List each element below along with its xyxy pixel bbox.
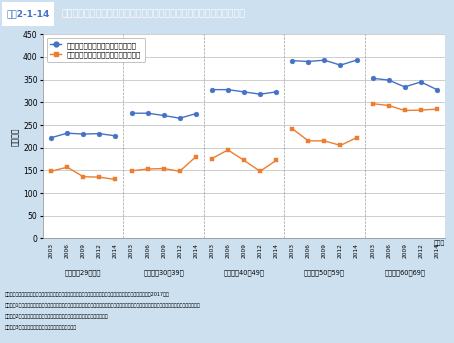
Text: 2003: 2003 <box>129 243 134 258</box>
Text: 2012: 2012 <box>97 243 102 258</box>
Text: 2009: 2009 <box>81 243 86 258</box>
Y-axis label: （万円）: （万円） <box>11 127 20 145</box>
Text: 2009: 2009 <box>161 243 166 258</box>
Text: 2003: 2003 <box>209 243 214 258</box>
Text: 2006: 2006 <box>145 243 150 258</box>
Text: （注）　1．非正規雇用労働者：勤め先の呼称が「パート」「アルバイト」「労働者派遣事業所の派遣社員」「契約社員」「嘱託」「その他」である者: （注） 1．非正規雇用労働者：勤め先の呼称が「パート」「アルバイト」「労働者派遣… <box>5 303 200 308</box>
Text: 2014: 2014 <box>434 243 439 258</box>
Text: 資料：厚生労働省政策統括官付政策評価官室委託　みずほ情報総研株式会社「家計所得の分析に関する報告書」（2017年）: 資料：厚生労働省政策統括官付政策評価官室委託 みずほ情報総研株式会社「家計所得の… <box>5 292 169 297</box>
FancyBboxPatch shape <box>2 2 54 26</box>
Text: 2003: 2003 <box>290 243 295 258</box>
Text: 2003: 2003 <box>370 243 375 258</box>
Legend: 世帯主が正規雇用労働者である世帯, 世帯主が非正規雇用労働者である世帯: 世帯主が正規雇用労働者である世帯, 世帯主が非正規雇用労働者である世帯 <box>47 38 145 62</box>
Text: 2014: 2014 <box>193 243 198 258</box>
Text: 2009: 2009 <box>242 243 247 258</box>
Text: 2012: 2012 <box>418 243 423 258</box>
Text: 2003: 2003 <box>49 243 54 258</box>
Text: 世帯主年齢階級別　世帯主就業状況別　平均等価可処分所得金額　推移: 世帯主年齢階級別 世帯主就業状況別 平均等価可処分所得金額 推移 <box>61 10 245 19</box>
Text: 2014: 2014 <box>113 243 118 258</box>
Text: 2009: 2009 <box>402 243 407 258</box>
Text: 2014: 2014 <box>274 243 279 258</box>
Text: 2012: 2012 <box>177 243 182 258</box>
Text: 世帯主が29歳以下: 世帯主が29歳以下 <box>65 269 102 276</box>
Text: 2006: 2006 <box>65 243 70 258</box>
Text: 2012: 2012 <box>257 243 262 258</box>
Text: 世帯主が30～39歳: 世帯主が30～39歳 <box>143 269 184 276</box>
Text: 2009: 2009 <box>322 243 327 258</box>
Text: 世帯主が50～59歳: 世帯主が50～59歳 <box>304 269 345 276</box>
Text: 2012: 2012 <box>338 243 343 258</box>
Text: 2006: 2006 <box>306 243 311 258</box>
Text: 2006: 2006 <box>386 243 391 258</box>
Text: 2．正規雇用労働者：勤め先の呼称が「正規の職員・従業員」である者: 2．正規雇用労働者：勤め先の呼称が「正規の職員・従業員」である者 <box>5 314 109 319</box>
Text: 世帯主が60～69歳: 世帯主が60～69歳 <box>384 269 425 276</box>
Text: 世帯主が40～49歳: 世帯主が40～49歳 <box>223 269 265 276</box>
Text: （年）: （年） <box>434 241 445 246</box>
Text: 図表2-1-14: 図表2-1-14 <box>6 10 50 19</box>
Text: 2006: 2006 <box>226 243 231 258</box>
Text: 2014: 2014 <box>354 243 359 258</box>
Text: 3．等価可処分所得金額不詳の世帯員は除く。: 3．等価可処分所得金額不詳の世帯員は除く。 <box>5 325 77 330</box>
